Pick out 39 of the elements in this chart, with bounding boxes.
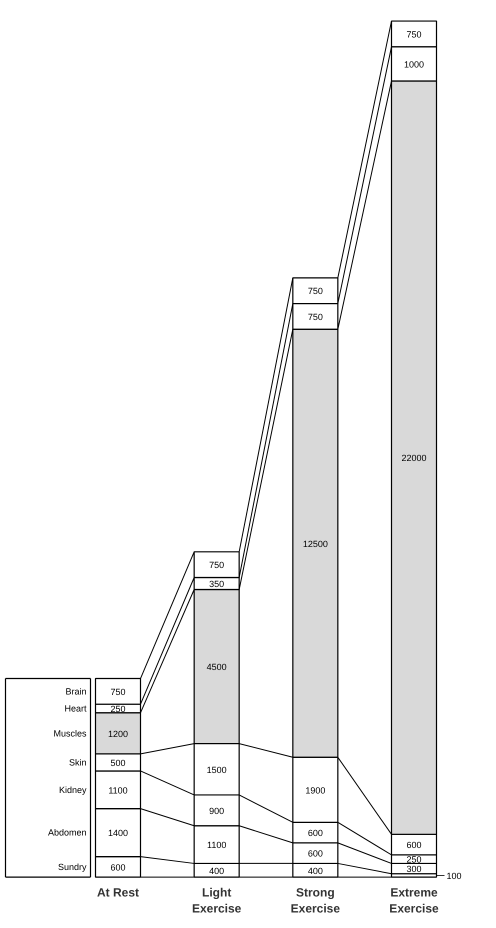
data-label: 600 xyxy=(406,840,422,850)
series-label: Heart xyxy=(64,703,87,714)
data-label: 750 xyxy=(406,29,422,40)
x-tick-label: At Rest xyxy=(96,886,140,900)
data-label: 400 xyxy=(308,866,323,876)
data-label: 750 xyxy=(308,312,323,322)
data-label: 750 xyxy=(110,686,126,697)
data-label: 250 xyxy=(110,704,126,714)
data-label: 600 xyxy=(308,848,323,859)
data-label: 4500 xyxy=(206,662,227,672)
data-label: 22000 xyxy=(401,453,427,464)
series-label: Muscles xyxy=(53,728,87,738)
series-label: Brain xyxy=(65,686,87,696)
data-label: 500 xyxy=(110,758,126,768)
data-label: 900 xyxy=(209,806,224,816)
data-label: 300 xyxy=(406,864,422,874)
series-label: Sundry xyxy=(58,862,87,872)
data-label: 400 xyxy=(209,866,224,876)
data-label: 1200 xyxy=(108,728,128,739)
data-label: 1100 xyxy=(108,785,128,796)
data-label: 600 xyxy=(308,828,323,838)
series-label: Abdomen xyxy=(48,828,87,838)
data-label: 350 xyxy=(209,578,224,589)
data-label: 12500 xyxy=(302,538,328,549)
data-label: 1000 xyxy=(404,59,424,70)
data-label: 1100 xyxy=(206,840,226,850)
data-label: 1400 xyxy=(108,828,128,838)
series-label: Kidney xyxy=(58,784,87,795)
data-label: 100 xyxy=(446,870,462,881)
data-label: 1900 xyxy=(305,785,326,796)
data-label: 750 xyxy=(308,286,323,296)
data-label: 250 xyxy=(406,854,422,865)
x-tick-label: Strong Exercise xyxy=(290,886,340,916)
x-tick-label: Light Exercise xyxy=(192,886,242,916)
x-tick-label: Extreme Exercise xyxy=(389,886,440,916)
series-label: Skin xyxy=(68,757,87,768)
data-label: 600 xyxy=(110,862,126,872)
data-label: 1500 xyxy=(206,764,227,775)
data-label: 750 xyxy=(209,560,224,570)
